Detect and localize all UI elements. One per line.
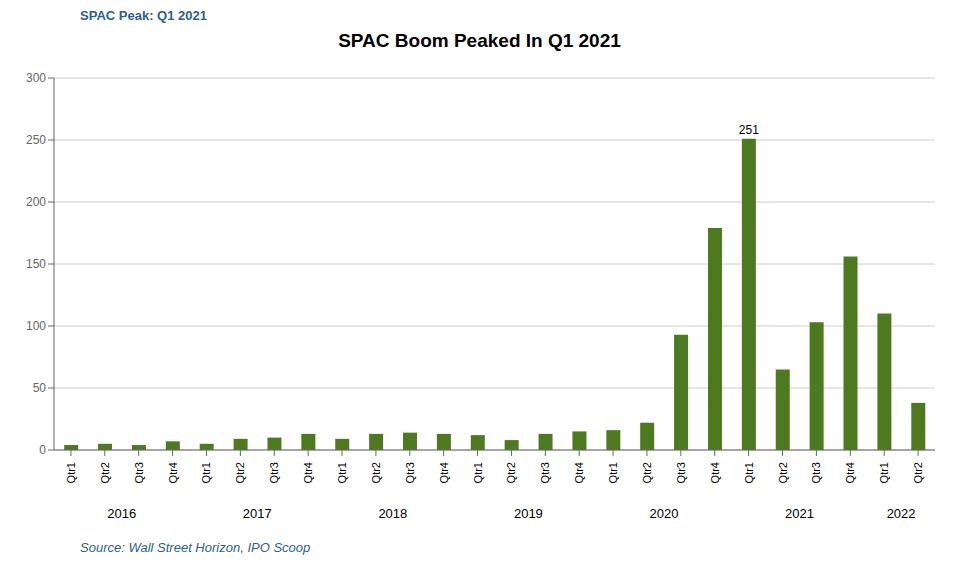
- svg-text:251: 251: [739, 123, 759, 137]
- svg-text:Qtr2: Qtr2: [912, 462, 924, 483]
- svg-text:Qtr2: Qtr2: [99, 462, 111, 483]
- svg-text:2022: 2022: [887, 506, 916, 521]
- svg-text:2017: 2017: [243, 506, 272, 521]
- svg-text:Qtr3: Qtr3: [675, 462, 687, 483]
- svg-text:300: 300: [26, 71, 46, 85]
- svg-text:0: 0: [39, 443, 46, 457]
- html-text:Source: Wall Street Horizon, I: Source: Wall Street Horizon, IPO Scoop: [80, 540, 311, 555]
- svg-text:Qtr3: Qtr3: [539, 462, 551, 483]
- svg-text:Qtr1: Qtr1: [200, 462, 212, 483]
- svg-text:2021: 2021: [785, 506, 814, 521]
- svg-text:Qtr4: Qtr4: [709, 462, 721, 483]
- svg-text:Qtr3: Qtr3: [404, 462, 416, 483]
- svg-text:Qtr2: Qtr2: [234, 462, 246, 483]
- svg-text:Qtr4: Qtr4: [438, 462, 450, 483]
- svg-text:Qtr1: Qtr1: [472, 462, 484, 483]
- svg-text:Qtr2: Qtr2: [777, 462, 789, 483]
- svg-text:Qtr1: Qtr1: [65, 462, 77, 483]
- svg-text:Qtr2: Qtr2: [505, 462, 517, 483]
- svg-text:250: 250: [26, 133, 46, 147]
- svg-text:Qtr4: Qtr4: [167, 462, 179, 483]
- html-text:SPAC Boom Peaked In Q1 2021: SPAC Boom Peaked In Q1 2021: [338, 30, 621, 51]
- svg-text:Qtr2: Qtr2: [370, 462, 382, 483]
- svg-text:150: 150: [26, 257, 46, 271]
- svg-text:2019: 2019: [514, 506, 543, 521]
- svg-text:Qtr1: Qtr1: [607, 462, 619, 483]
- svg-text:Qtr1: Qtr1: [878, 462, 890, 483]
- svg-text:100: 100: [26, 319, 46, 333]
- svg-text:Qtr3: Qtr3: [810, 462, 822, 483]
- svg-text:Qtr4: Qtr4: [573, 462, 585, 483]
- svg-text:50: 50: [33, 381, 47, 395]
- html-text:SPAC Peak: Q1 2021: SPAC Peak: Q1 2021: [80, 8, 207, 23]
- svg-text:Qtr1: Qtr1: [336, 462, 348, 483]
- svg-text:2018: 2018: [378, 506, 407, 521]
- svg-text:2016: 2016: [107, 506, 136, 521]
- svg-text:Qtr4: Qtr4: [844, 462, 856, 483]
- svg-text:2020: 2020: [649, 506, 678, 521]
- svg-text:Qtr1: Qtr1: [743, 462, 755, 483]
- svg-text:Qtr3: Qtr3: [133, 462, 145, 483]
- svg-text:200: 200: [26, 195, 46, 209]
- svg-text:Qtr2: Qtr2: [641, 462, 653, 483]
- svg-text:Qtr3: Qtr3: [268, 462, 280, 483]
- svg-text:Qtr4: Qtr4: [302, 462, 314, 483]
